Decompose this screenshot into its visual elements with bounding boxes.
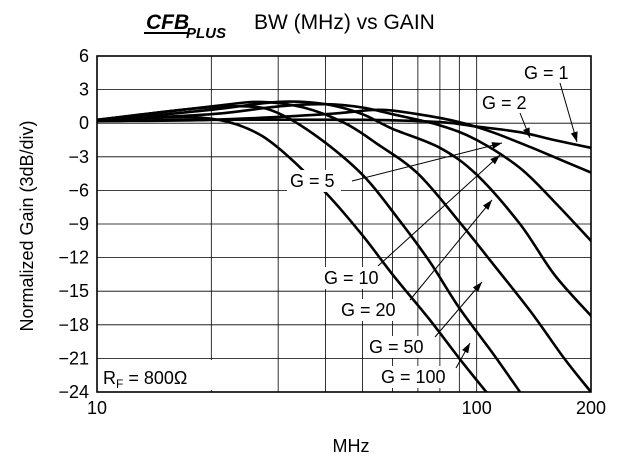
curve-label-arrowhead bbox=[523, 127, 530, 138]
curve-label-bg bbox=[366, 336, 430, 358]
y-tick-label: −6 bbox=[68, 180, 89, 200]
curve-label-bg bbox=[521, 62, 575, 84]
curve-label-arrowhead bbox=[570, 131, 578, 142]
curve-label-bg bbox=[378, 366, 452, 388]
curve-label-leader bbox=[434, 281, 483, 338]
y-tick-labels: 6 3 0 −3 −6 −9 −12 −15 −18 −21 −24 bbox=[58, 46, 89, 402]
chart-title: BW (MHz) vs GAIN bbox=[254, 11, 435, 34]
curve-label-arrowhead bbox=[462, 343, 470, 354]
y-tick-label: −21 bbox=[58, 348, 89, 368]
logo-cfb-text: CFB bbox=[146, 11, 189, 34]
x-tick-label: 200 bbox=[576, 398, 606, 418]
curve-label: G = 20 bbox=[341, 300, 396, 320]
y-tick-label: 0 bbox=[79, 113, 89, 133]
rf-annotation: RF = 800Ω bbox=[103, 368, 187, 391]
rf-box bbox=[99, 360, 231, 390]
y-tick-label: −9 bbox=[68, 214, 89, 234]
curve-label-leader bbox=[409, 199, 493, 301]
curve-label-leader bbox=[377, 154, 501, 267]
curve-label-bg bbox=[287, 170, 341, 192]
x-axis-label: MHz bbox=[333, 436, 370, 456]
series-line-50 bbox=[97, 104, 522, 392]
y-tick-label: −3 bbox=[68, 147, 89, 167]
curve-label-bg bbox=[321, 267, 385, 289]
curve-label-bg bbox=[338, 299, 402, 321]
x-tick-label: 100 bbox=[462, 398, 492, 418]
y-tick-label: −12 bbox=[58, 248, 89, 268]
annotations: G = 1 G = 2 G = 5 G = 10 G = 20 G = 50 G = 100… bbox=[99, 62, 578, 391]
series-line-20 bbox=[97, 100, 591, 392]
curve-label-arrowhead bbox=[490, 155, 500, 165]
curve-label-leader bbox=[351, 142, 503, 182]
series-line-100 bbox=[97, 115, 488, 392]
series-line-2 bbox=[97, 108, 591, 174]
y-axis-label: Normalized Gain (3dB/div) bbox=[17, 120, 37, 331]
curve-label: G = 10 bbox=[324, 268, 379, 288]
grid bbox=[96, 55, 592, 393]
curve-label: G = 50 bbox=[369, 337, 424, 357]
curve-label-arrowhead bbox=[472, 282, 482, 292]
series-line-5 bbox=[97, 102, 591, 243]
x-tick-labels: 10 100 200 bbox=[87, 398, 606, 418]
y-tick-label: −18 bbox=[58, 315, 89, 335]
x-tick-label: 10 bbox=[87, 398, 107, 418]
curve-label-leader bbox=[559, 82, 578, 143]
y-tick-label: −15 bbox=[58, 281, 89, 301]
curve-label: G = 100 bbox=[381, 367, 446, 387]
y-tick-label: 3 bbox=[79, 80, 89, 100]
y-tick-label: −24 bbox=[58, 382, 89, 402]
curve-label: G = 2 bbox=[482, 93, 527, 113]
curve-label-bg bbox=[479, 92, 533, 114]
series-lines bbox=[97, 100, 591, 392]
logo-plus-text: PLUS bbox=[186, 25, 226, 42]
curve-label-arrowhead bbox=[491, 142, 502, 149]
y-tick-label: 6 bbox=[79, 46, 89, 66]
curve-label: G = 1 bbox=[524, 63, 569, 83]
curve-label: G = 5 bbox=[290, 171, 335, 191]
curve-label-arrowhead bbox=[482, 200, 492, 210]
